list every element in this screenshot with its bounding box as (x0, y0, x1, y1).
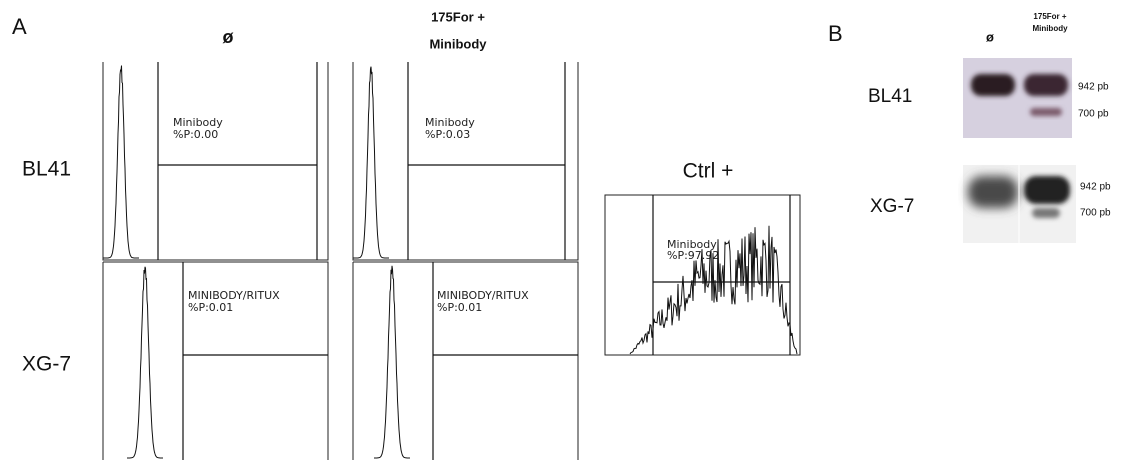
band (968, 176, 1018, 208)
axis-frame (352, 62, 579, 261)
gate-name: MINIBODY/RITUX (437, 289, 529, 302)
band-size: 942 pb (1078, 82, 1109, 93)
histogram: Minibody %P:97.92 (604, 194, 801, 356)
gate-percent: %P:0.00 (173, 128, 218, 141)
histogram-curve (103, 65, 139, 259)
axis-frame (102, 62, 329, 261)
row-label: XG-7 (22, 353, 71, 376)
band-size: 942 pb (1080, 182, 1111, 193)
panel-label: B (828, 21, 843, 46)
axis-frame (352, 261, 579, 460)
band (971, 74, 1015, 96)
gel-background (963, 58, 1072, 138)
gel-image (963, 165, 1076, 243)
band (1030, 108, 1062, 116)
column-header: 175For + (431, 9, 485, 24)
panel-label: A (12, 14, 27, 39)
plot-title: Ctrl + (683, 160, 734, 183)
row-label: XG-7 (870, 196, 914, 217)
curves (103, 65, 798, 459)
histogram-curve (127, 266, 163, 459)
gate-name: MINIBODY/RITUX (188, 289, 280, 302)
row-label: BL41 (22, 158, 71, 181)
lane-header: Minibody (1032, 24, 1068, 33)
gate-name: Minibody (425, 116, 475, 129)
gate-percent: %P:0.01 (188, 301, 233, 314)
histogram: MINIBODY/RITUX %P:0.01 (352, 261, 579, 460)
axis-frame (604, 194, 801, 356)
gate-percent: %P:97.92 (667, 249, 719, 262)
histogram: MINIBODY/RITUX %P:0.01 (102, 261, 329, 460)
histogram-curve (353, 66, 389, 259)
gate-name: Minibody (173, 116, 223, 129)
histogram: Minibody %P:0.03 (352, 62, 579, 261)
histogram: Minibody %P:0.00 (102, 62, 329, 261)
band-size: 700 pb (1080, 208, 1111, 219)
column-header: ø (223, 27, 234, 47)
column-header: Minibody (429, 36, 487, 51)
band (1024, 74, 1068, 96)
histogram-curve (629, 225, 798, 355)
histogram-curve (374, 265, 410, 459)
axis-frame (102, 261, 329, 460)
gate-percent: %P:0.01 (437, 301, 482, 314)
band (1032, 208, 1060, 218)
lane-header: ø (986, 29, 994, 44)
band (1024, 176, 1070, 204)
row-label: BL41 (868, 86, 912, 107)
lane-header: 175For + (1033, 12, 1066, 21)
gate-percent: %P:0.03 (425, 128, 470, 141)
gel-image (963, 58, 1072, 138)
band-size: 700 pb (1078, 109, 1109, 120)
gate-name: Minibody (667, 238, 717, 251)
